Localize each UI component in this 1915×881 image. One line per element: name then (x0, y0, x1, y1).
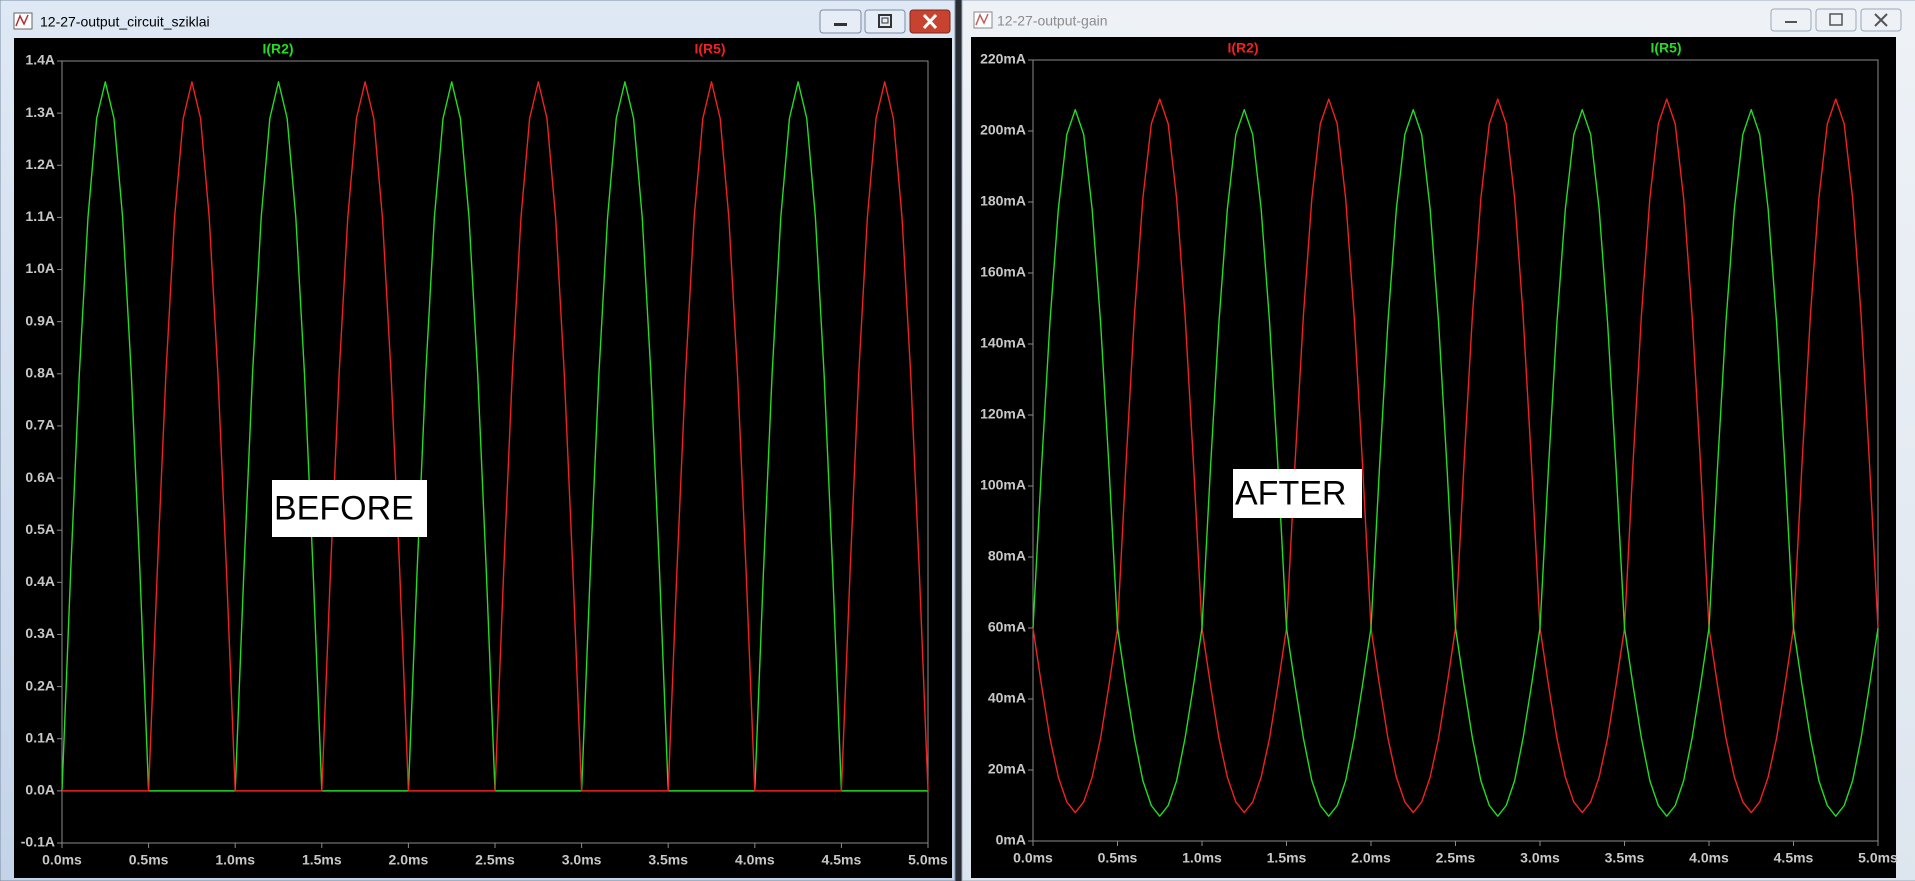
maximize-button[interactable] (864, 9, 906, 34)
x-tick-label: 1.5ms (1267, 850, 1307, 866)
y-tick-label: 1.0A (25, 260, 55, 276)
x-tick-label: 4.5ms (822, 852, 862, 868)
x-tick-label: 1.0ms (215, 852, 255, 868)
series-line (62, 81, 929, 792)
x-tick-label: 0.0ms (42, 852, 82, 868)
x-tick-label: 0.5ms (129, 852, 169, 868)
annotation-box (272, 480, 427, 537)
y-tick-label: 0.0A (25, 782, 55, 798)
minimize-button[interactable] (1770, 8, 1812, 32)
y-tick-label: 60mA (988, 619, 1026, 635)
plot: -0.1A 0.0A 0.1A 0.2A 0.3A 0.4A 0.5A 0.6A 0.7A 0.8… (21, 41, 948, 868)
y-tick-label: 1.4A (25, 52, 55, 68)
y-tick-label: 0.2A (25, 677, 55, 693)
minimize-button[interactable] (819, 9, 862, 34)
series-line (1032, 109, 1879, 817)
x-tick-label: 1.5ms (302, 852, 342, 868)
close-button[interactable] (909, 9, 951, 34)
x-tick-label: 4.0ms (1689, 850, 1729, 866)
x-tick-label: 3.5ms (648, 852, 688, 868)
x-tick-label: 3.5ms (1605, 850, 1645, 866)
y-tick-label: 180mA (980, 193, 1026, 209)
y-tick-label: 20mA (988, 761, 1026, 777)
window-title: 12-27-output_circuit_sziklai (40, 14, 210, 30)
y-tick-label: -0.1A (21, 834, 55, 850)
legend-label: I(R5) (1650, 40, 1681, 56)
y-tick-label: 0.1A (25, 729, 55, 745)
y-tick-label: 40mA (988, 690, 1026, 706)
y-tick-label: 120mA (980, 406, 1026, 422)
y-tick-label: 0.4A (25, 573, 55, 589)
annotation-box (1233, 469, 1362, 518)
x-tick-label: 0.0ms (1013, 850, 1053, 866)
legend-label: I(R2) (1227, 40, 1258, 56)
y-tick-label: 1.2A (25, 156, 55, 172)
x-tick-label: 2.0ms (389, 852, 429, 868)
x-tick-label: 2.5ms (1436, 850, 1476, 866)
x-tick-label: 0.5ms (1098, 850, 1138, 866)
y-tick-label: 220mA (980, 51, 1026, 67)
y-tick-label: 200mA (980, 122, 1026, 138)
y-tick-label: 0.7A (25, 417, 55, 433)
maximize-button[interactable] (1815, 8, 1857, 32)
y-tick-label: 80mA (988, 548, 1026, 564)
x-tick-label: 5.0ms (1858, 850, 1898, 866)
y-tick-label: 0.5A (25, 521, 55, 537)
annotation: BEFORE (274, 489, 414, 527)
legend-label: I(R5) (694, 41, 725, 57)
x-tick-label: 3.0ms (1520, 850, 1560, 866)
y-tick-label: 0.6A (25, 469, 55, 485)
annotation: AFTER (1235, 474, 1346, 512)
x-tick-label: 2.0ms (1351, 850, 1391, 866)
x-tick-label: 5.0ms (908, 852, 948, 868)
plot-background (971, 37, 1896, 878)
y-tick-label: 1.1A (25, 208, 55, 224)
legend-label: I(R2) (262, 41, 293, 57)
y-tick-label: 1.3A (25, 104, 55, 120)
y-tick-label: 140mA (980, 335, 1026, 351)
y-tick-label: 100mA (980, 477, 1026, 493)
y-tick-label: 0.3A (25, 625, 55, 641)
window-title: 12-27-output-gain (997, 13, 1108, 29)
y-tick-label: 0.8A (25, 365, 55, 381)
x-tick-label: 4.0ms (735, 852, 775, 868)
y-tick-label: 160mA (980, 264, 1026, 280)
x-tick-label: 2.5ms (475, 852, 515, 868)
x-tick-label: 1.0ms (1182, 850, 1222, 866)
y-tick-label: 0.9A (25, 312, 55, 328)
x-tick-label: 4.5ms (1774, 850, 1814, 866)
x-tick-label: 3.0ms (562, 852, 602, 868)
close-button[interactable] (1860, 8, 1902, 32)
plot-background (14, 38, 952, 878)
plot: 0mA 20mA 40mA 60mA 80mA 100mA 120mA 140mA 160mA 1… (980, 40, 1898, 866)
window-icon (13, 12, 33, 30)
window-icon (973, 11, 993, 29)
y-tick-label: 0mA (996, 832, 1026, 848)
